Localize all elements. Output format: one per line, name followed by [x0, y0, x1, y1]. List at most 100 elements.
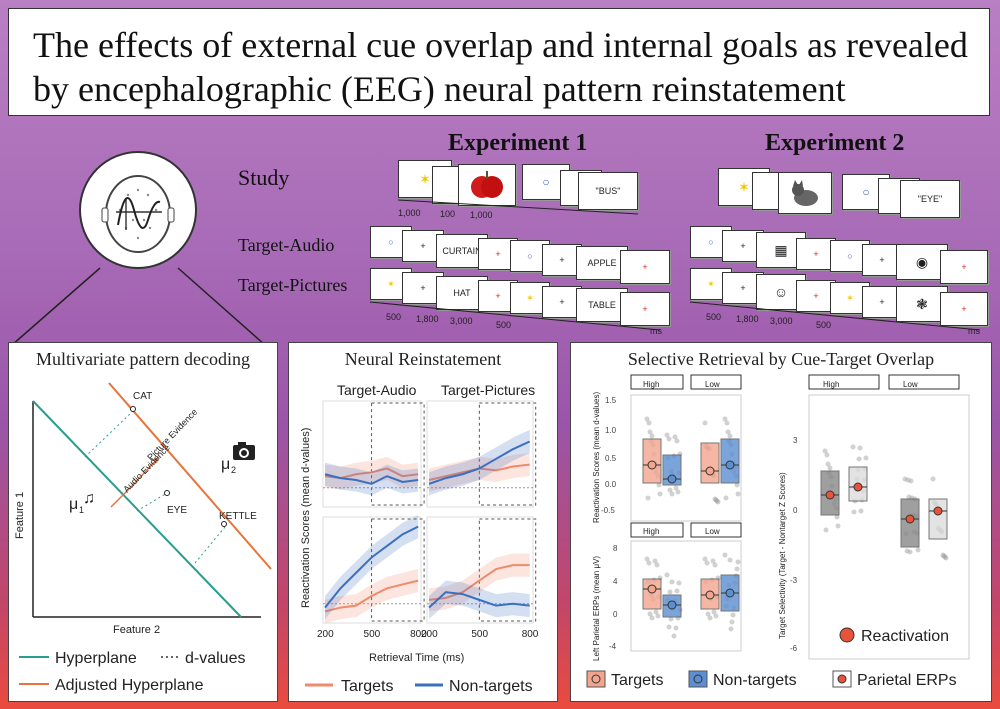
data-point: [834, 514, 840, 520]
label-eye: EYE: [167, 505, 187, 516]
label-kettle: KETTLE: [219, 511, 257, 522]
xtick-label: 500: [471, 629, 488, 640]
mean-dot: [725, 588, 735, 598]
data-point: [863, 455, 869, 461]
ytick-top-1: 1.0: [605, 426, 617, 435]
data-point: [657, 491, 663, 497]
facet-high-bottom: High: [643, 527, 659, 536]
data-point: [850, 444, 856, 450]
data-point: [856, 456, 862, 462]
t2-1800: 1,800: [736, 314, 759, 324]
selective-title: Selective Retrieval by Cue-Target Overla…: [627, 349, 935, 369]
facet-strip: [690, 522, 742, 538]
data-point: [707, 615, 713, 621]
t1-ms: ms: [650, 326, 662, 336]
study-timeline-1: [398, 199, 639, 215]
legend-parietal: Parietal ERPs: [857, 672, 957, 689]
ytick-r-3: -6: [790, 644, 798, 653]
col-target-pictures: Target-Pictures: [441, 382, 535, 398]
series-line-nontargets: [428, 591, 530, 609]
data-point: [711, 609, 717, 615]
legend-reactivation: Reactivation: [861, 628, 949, 645]
data-point: [858, 508, 864, 514]
experiment-2-label: Experiment 2: [765, 130, 905, 156]
reinst-xlabel: Retrieval Time (ms): [369, 652, 464, 664]
data-point: [673, 485, 679, 491]
trial-timeline-2: [690, 301, 981, 331]
analysis-window: [478, 518, 537, 622]
reinstatement-chart: Target-Audio Target-Pictures Reactivatio…: [300, 382, 539, 695]
data-point: [704, 560, 710, 566]
label-mu1: μ: [69, 496, 78, 513]
data-point: [728, 626, 734, 632]
reinst-panel-frame: [426, 400, 534, 508]
ytick-bot-1: 4: [613, 577, 618, 586]
experiment-1-label: Experiment 1: [448, 130, 588, 156]
data-point: [647, 611, 653, 617]
e2-audio-fix2: +: [862, 244, 902, 276]
data-point: [644, 416, 650, 422]
decoding-diagram: CAT EYE KETTLE Audio Evidence Picture Ev…: [14, 382, 272, 694]
legend-nontargets: Non-targets: [449, 678, 533, 695]
facet-low-top: Low: [705, 380, 720, 389]
t1-500a: 500: [386, 312, 402, 322]
box: [662, 454, 682, 486]
legend-hyperplane: Hyperplane: [55, 650, 137, 667]
data-point: [646, 420, 652, 426]
reinst-ylabel: Reactivation Scores (mean d-values): [300, 428, 312, 608]
data-point: [734, 482, 740, 488]
t2-3000: 3,000: [770, 316, 793, 326]
data-point: [664, 572, 670, 578]
e2-audio-plus2: +: [940, 250, 988, 284]
data-point: [652, 558, 658, 564]
t2-500a: 500: [706, 312, 722, 322]
data-point: [649, 433, 655, 439]
data-point: [943, 555, 949, 561]
xtick-label: 800: [410, 629, 427, 640]
data-point: [906, 494, 912, 500]
data-point: [724, 420, 730, 426]
facet-high-top: High: [643, 380, 659, 389]
box: [700, 442, 720, 484]
facet-strip: [888, 374, 960, 390]
e2-eye-image: ◉: [896, 244, 948, 280]
data-point: [734, 566, 740, 572]
mean-dot: [667, 474, 677, 484]
ci-band-nontargets: [429, 429, 530, 496]
pic-fixation2: +: [542, 286, 582, 318]
e2-pic-plus2: +: [940, 292, 988, 326]
facet-strip: [630, 522, 684, 538]
data-point: [713, 497, 719, 503]
e2-audio-plus: +: [796, 238, 836, 270]
data-point: [723, 495, 729, 501]
study-word-bus: "BUS": [578, 172, 638, 210]
ytick-bot-2: 0: [613, 610, 618, 619]
selective-panel: Selective Retrieval by Cue-Target Overla…: [570, 342, 992, 702]
reinst-panel-frame: [322, 516, 422, 624]
title-box: The effects of external cue overlap and …: [8, 8, 990, 116]
label-mu2: μ: [221, 456, 230, 473]
ytick-bot-3: -4: [609, 642, 617, 651]
pic-target-plus2: +: [620, 292, 670, 326]
ytick-top-3: 0.0: [605, 480, 617, 489]
series-line-targets: [324, 579, 419, 613]
data-point: [908, 478, 914, 484]
data-point: [727, 557, 733, 563]
t1-3000: 3,000: [450, 316, 473, 326]
data-point: [702, 420, 708, 426]
data-point: [902, 476, 908, 482]
box: [928, 498, 948, 540]
t2-ms: ms: [968, 326, 980, 336]
data-point: [729, 619, 735, 625]
data-point: [667, 487, 673, 493]
feature1-label: Feature 1: [14, 492, 26, 539]
mean-dot: [725, 460, 735, 470]
data-point: [674, 438, 680, 444]
data-point: [702, 556, 708, 562]
e2-pic-fix2: +: [862, 286, 902, 318]
data-point: [715, 499, 721, 505]
series-line-nontargets: [324, 525, 419, 609]
data-point: [666, 624, 672, 630]
audio-target-plus2: +: [620, 250, 670, 284]
data-point: [644, 556, 650, 562]
